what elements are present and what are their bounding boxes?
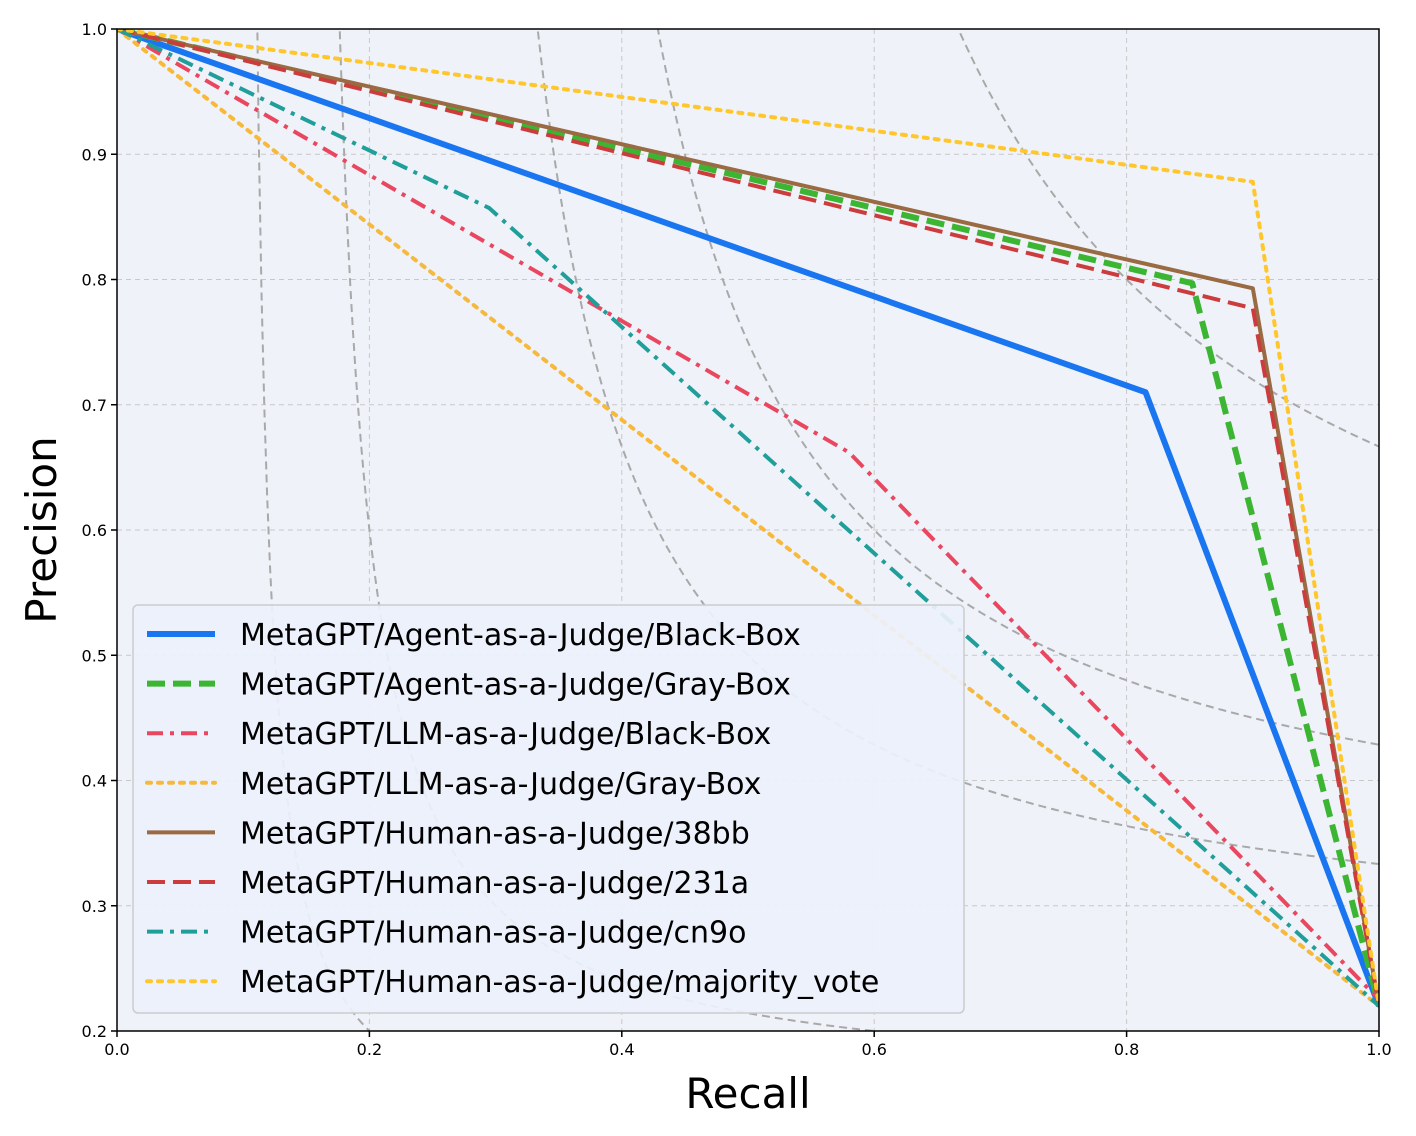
series-line-7 — [117, 29, 1379, 1008]
y-tick-label: 0.7 — [82, 396, 107, 415]
series-line-5 — [117, 29, 1379, 1007]
x-tick-label: 0.2 — [357, 1040, 382, 1059]
legend-label-2: MetaGPT/LLM-as-a-Judge/Black-Box — [240, 717, 771, 752]
legend: MetaGPT/Agent-as-a-Judge/Black-Box MetaGP… — [132, 604, 965, 1014]
y-tick-label: 0.2 — [82, 1022, 107, 1041]
y-tick-label: 0.4 — [82, 772, 107, 791]
y-tick-label: 0.5 — [82, 646, 107, 665]
iso-f1-curve — [957, 29, 1379, 448]
legend-label-1: MetaGPT/Agent-as-a-Judge/Gray-Box — [240, 668, 791, 703]
series-line-2 — [117, 29, 1379, 1002]
legend-label-4: MetaGPT/Human-as-a-Judge/38bb — [240, 816, 750, 851]
series-line-0 — [117, 29, 1379, 1008]
x-tick-label: 0.0 — [104, 1040, 129, 1059]
legend-label-7: MetaGPT/Human-as-a-Judge/majority_vote — [240, 965, 879, 1000]
x-axis-title: Recall — [685, 1069, 810, 1118]
x-tick-label: 0.6 — [861, 1040, 886, 1059]
series-line-4 — [117, 29, 1379, 1007]
legend-label-6: MetaGPT/Human-as-a-Judge/cn9o — [240, 916, 746, 951]
series-line-6 — [117, 29, 1379, 1008]
y-tick-label: 0.8 — [82, 271, 107, 290]
y-tick-label: 1.0 — [82, 20, 107, 39]
x-tick-label: 1.0 — [1366, 1040, 1391, 1059]
y-tick-label: 0.3 — [82, 897, 107, 916]
legend-label-5: MetaGPT/Human-as-a-Judge/231a — [240, 866, 749, 901]
y-tick-label: 0.6 — [82, 521, 107, 540]
axis-ticks: 0.0 0.2 0.4 0.6 0.8 1.00.20.30.40.50.60.70.80… — [82, 20, 1392, 1059]
legend-label-0: MetaGPT/Agent-as-a-Judge/Black-Box — [240, 618, 801, 653]
legend-box — [132, 604, 965, 1014]
y-tick-label: 0.9 — [82, 145, 107, 164]
series-lines — [117, 29, 1379, 1008]
series-line-3 — [117, 29, 1379, 1008]
x-tick-label: 0.4 — [609, 1040, 634, 1059]
iso-f1-curve — [536, 29, 1379, 865]
series-line-1 — [117, 29, 1379, 1007]
iso-f1-curve — [656, 29, 1379, 746]
y-axis-title: Precision — [17, 436, 66, 623]
x-tick-label: 0.8 — [1114, 1040, 1139, 1059]
legend-label-3: MetaGPT/LLM-as-a-Judge/Gray-Box — [240, 767, 761, 802]
